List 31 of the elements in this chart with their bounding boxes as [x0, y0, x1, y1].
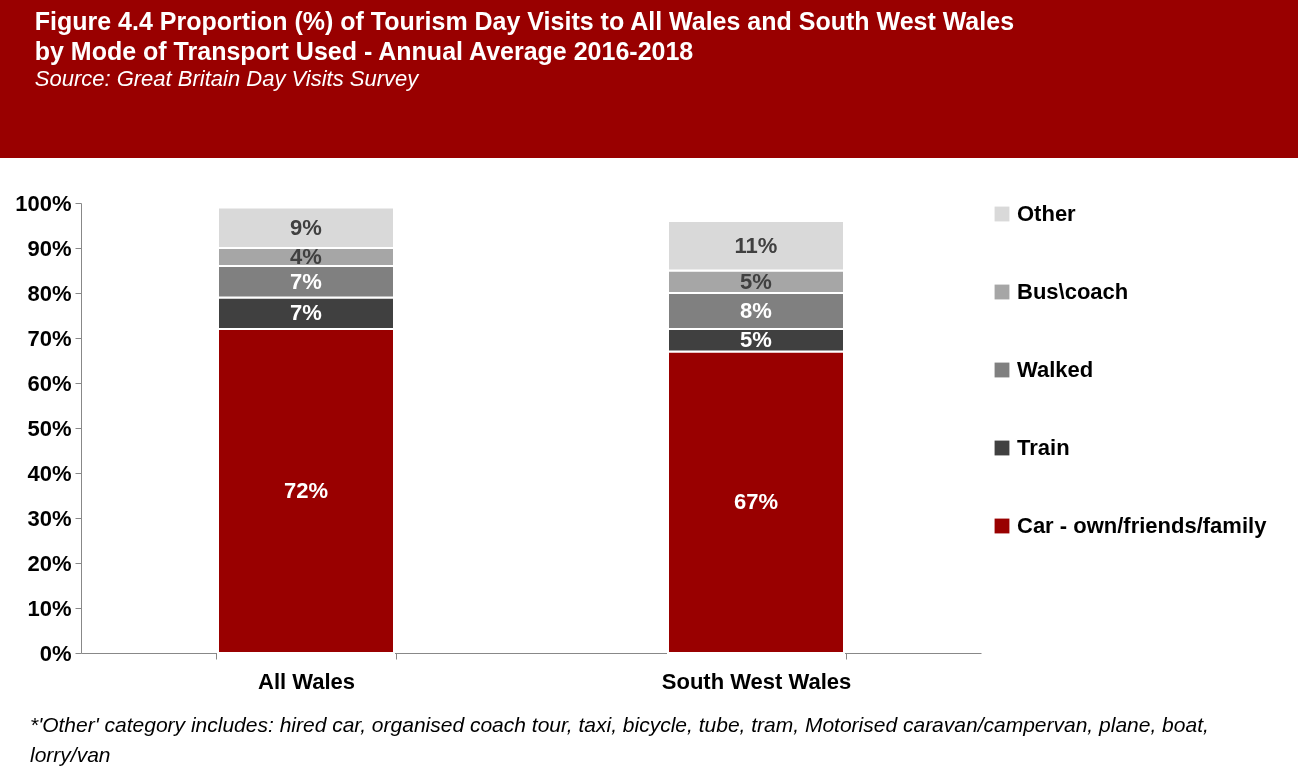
y-tick-label: 60%: [27, 370, 72, 396]
data-label: 5%: [740, 327, 772, 353]
data-label: 7%: [290, 268, 322, 294]
y-tick-label: 50%: [27, 415, 72, 441]
data-label: 67%: [733, 489, 779, 515]
legend-label: Train: [1017, 435, 1070, 460]
data-label: 7%: [290, 300, 322, 326]
text: *'Other' category includes: hired car, organised coach tour, taxi, bicycle, tube, tram, Motorised caravan/campervan, plane, boat, lorry/van: [30, 712, 1210, 768]
data-label: 5%: [740, 268, 772, 294]
x-tick-label: South West Wales: [661, 668, 852, 694]
chart-title: Figure 4.4 Proportion (%) of Tourism Day Visits to All Wales and South West Wales by Mode of Transport Used - Annual Average 2016-2018: [34, 7, 1015, 65]
legend-label: Other: [1017, 201, 1077, 226]
y-tick-label: 100%: [15, 190, 72, 216]
data-label: 9%: [290, 214, 322, 240]
data-label: 72%: [283, 478, 329, 503]
legend-label: Bus\coach: [1017, 279, 1129, 304]
y-tick-label: 30%: [27, 505, 72, 531]
y-tick-label: 70%: [27, 325, 72, 351]
y-tick-label: 90%: [27, 235, 72, 261]
chart-subtitle: Source: Great Britain Day Visits Survey: [34, 66, 421, 91]
data-label: 4%: [290, 244, 322, 269]
x-tick-label: All Wales: [258, 668, 355, 694]
y-tick-label: 80%: [27, 280, 72, 306]
data-label: 8%: [740, 298, 772, 323]
legend-label: Car - own/friends/family: [1017, 513, 1268, 538]
y-tick-label: 10%: [27, 595, 72, 621]
y-tick-label: 40%: [27, 460, 72, 486]
y-tick-label: 0%: [39, 640, 72, 666]
data-label: 11%: [734, 232, 778, 258]
legend-label: Walked: [1017, 357, 1094, 382]
y-tick-label: 20%: [27, 550, 72, 576]
